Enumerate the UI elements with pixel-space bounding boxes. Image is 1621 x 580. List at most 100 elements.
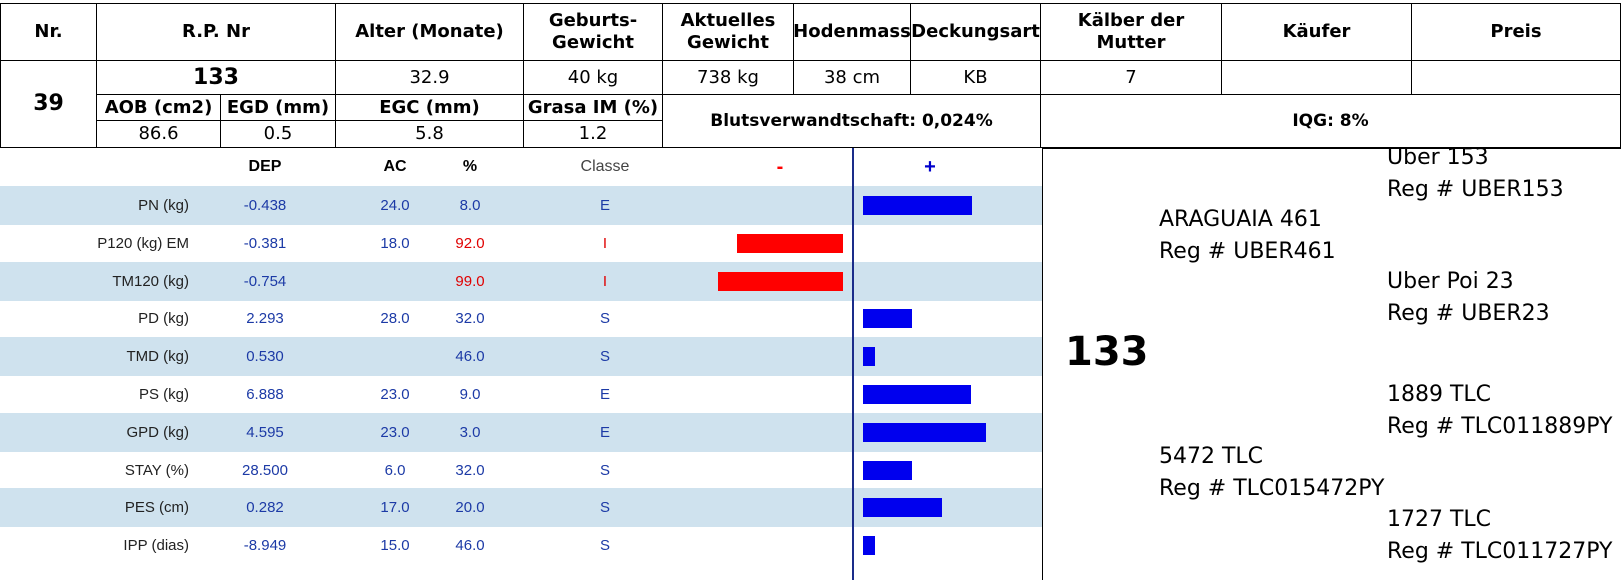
animal-header-table: Nr. R.P. Nr Alter (Monate) Geburts- Gewi… <box>0 3 1621 148</box>
positive-bar <box>863 498 942 518</box>
grasa-label: Grasa IM (%) <box>523 94 663 121</box>
pedigree-dam-sire-name: 1889 TLC <box>1387 382 1492 407</box>
trait-label: TM120 (kg) <box>112 272 189 290</box>
ac-value: 17.0 <box>380 499 410 517</box>
pct-value: 99.0 <box>455 272 485 290</box>
pedigree-sire-reg: Reg # UBER461 <box>1159 239 1336 264</box>
positive-bar <box>863 309 912 329</box>
ac-value: 15.0 <box>380 537 410 555</box>
pedigree-sire-dam-name: Uber Poi 23 <box>1387 269 1514 294</box>
iqg: IQG: 8% <box>1040 94 1621 148</box>
positive-bar <box>863 460 912 480</box>
dep-value: 0.282 <box>246 499 284 517</box>
epd-row: P120 (kg) EM -0.381 18.0 92.0 I <box>0 224 1042 263</box>
trait-label: TMD (kg) <box>126 348 190 366</box>
epd-row: PS (kg) 6.888 23.0 9.0 E <box>0 375 1042 414</box>
egc-value: 5.8 <box>335 120 524 148</box>
pedigree-dam-name: 5472 TLC <box>1159 444 1264 469</box>
trait-label: PD (kg) <box>138 310 189 328</box>
classe-value: I <box>602 234 608 252</box>
trait-label: STAY (%) <box>124 461 189 479</box>
egd-label: EGD (mm) <box>220 94 336 121</box>
ac-value <box>355 262 435 301</box>
aob-value: 86.6 <box>96 120 221 148</box>
ac-header: AC <box>383 158 407 175</box>
geburt-value: 40 kg <box>523 60 663 95</box>
kaeufer-value <box>1221 60 1412 95</box>
pct-value: 20.0 <box>455 499 485 517</box>
trait-label: PS (kg) <box>138 386 189 403</box>
ac-value: 28.0 <box>380 310 410 328</box>
negative-bar <box>737 233 843 253</box>
pct-value: 32.0 <box>455 310 485 328</box>
ac-value: 23.0 <box>380 423 410 441</box>
classe-value: I <box>602 272 608 290</box>
classe-value: S <box>599 461 610 479</box>
trait-label: IPP (dias) <box>123 537 189 555</box>
pedigree-dam-dam-reg: Reg # TLC011727PY <box>1387 539 1613 564</box>
ac-value: 18.0 <box>380 234 410 252</box>
epd-table: DEP AC % Classe - + PN (kg) -0.438 24.0 8.0… <box>0 148 1042 580</box>
dep-value: -0.381 <box>243 234 287 252</box>
positive-bar <box>863 536 875 556</box>
kaelber-value: 7 <box>1040 60 1222 95</box>
alter-value: 32.9 <box>335 60 524 95</box>
trait-label: PN (kg) <box>138 197 189 214</box>
classe-header: Classe <box>580 158 630 175</box>
pedigree-panel: 133 ARAGUAIA 461 Reg # UBER461 Uber 153 … <box>1042 145 1621 580</box>
positive-bar <box>863 422 986 442</box>
grasa-value: 1.2 <box>523 120 663 148</box>
nr-value: 39 <box>0 60 97 148</box>
col-deckung: Deckungsart <box>910 3 1041 61</box>
trait-label: GPD (kg) <box>126 423 189 441</box>
col-nr: Nr. <box>0 3 97 61</box>
blutsverwandtschaft: Blutsverwandtschaft: 0,024% <box>662 94 1041 148</box>
egd-value: 0.5 <box>220 120 336 148</box>
pct-value: 32.0 <box>455 461 485 479</box>
deckung-value: KB <box>910 60 1041 95</box>
dep-value: 2.293 <box>246 310 284 328</box>
pedigree-sire-sire-name: Uber 153 <box>1387 145 1489 170</box>
pct-value: 8.0 <box>459 197 481 214</box>
positive-bar <box>863 196 972 215</box>
epd-row: TMD (kg) 0.530 46.0 S <box>0 337 1042 377</box>
ac-value: 24.0 <box>380 197 410 214</box>
aob-label: AOB (cm2) <box>96 94 221 121</box>
pedigree-dam-reg: Reg # TLC015472PY <box>1159 476 1385 501</box>
trait-label: P120 (kg) EM <box>97 234 189 252</box>
col-hoden: Hodenmass <box>793 3 911 61</box>
epd-row: PES (cm) 0.282 17.0 20.0 S <box>0 488 1042 528</box>
egc-label: EGC (mm) <box>335 94 524 121</box>
pedigree-sire-sire-reg: Reg # UBER153 <box>1387 177 1564 202</box>
dep-value: -0.438 <box>243 197 287 214</box>
col-kaelber: Kälber der Mutter <box>1040 3 1222 61</box>
minus-header: - <box>776 156 784 178</box>
pct-header: % <box>462 158 478 175</box>
col-alter: Alter (Monate) <box>335 3 524 61</box>
dep-header: DEP <box>248 158 282 175</box>
epd-row: TM120 (kg) -0.754 99.0 I <box>0 261 1042 301</box>
dep-value: 0.530 <box>246 348 284 366</box>
dep-value: 6.888 <box>246 386 284 403</box>
classe-value: E <box>599 386 610 403</box>
ac-value <box>355 337 435 376</box>
classe-value: S <box>599 310 610 328</box>
pct-value: 46.0 <box>455 348 485 366</box>
dep-value: -0.754 <box>243 272 287 290</box>
pct-value: 3.0 <box>459 423 481 441</box>
epd-row: GPD (kg) 4.595 23.0 3.0 E <box>0 412 1042 452</box>
epd-row: PD (kg) 2.293 28.0 32.0 S <box>0 299 1042 338</box>
epd-row: IPP (dias) -8.949 15.0 46.0 S <box>0 526 1042 565</box>
classe-value: S <box>599 499 610 517</box>
pct-value: 9.0 <box>459 386 481 403</box>
classe-value: E <box>599 423 610 441</box>
classe-value: S <box>599 348 610 366</box>
hoden-value: 38 cm <box>793 60 911 95</box>
pedigree-dam-dam-name: 1727 TLC <box>1387 507 1492 532</box>
col-kaeufer: Käufer <box>1221 3 1412 61</box>
epd-row: STAY (%) 28.500 6.0 32.0 S <box>0 451 1042 490</box>
col-preis: Preis <box>1411 3 1621 61</box>
positive-bar <box>863 347 875 367</box>
dep-value: 28.500 <box>242 461 288 479</box>
zero-axis <box>852 148 854 580</box>
